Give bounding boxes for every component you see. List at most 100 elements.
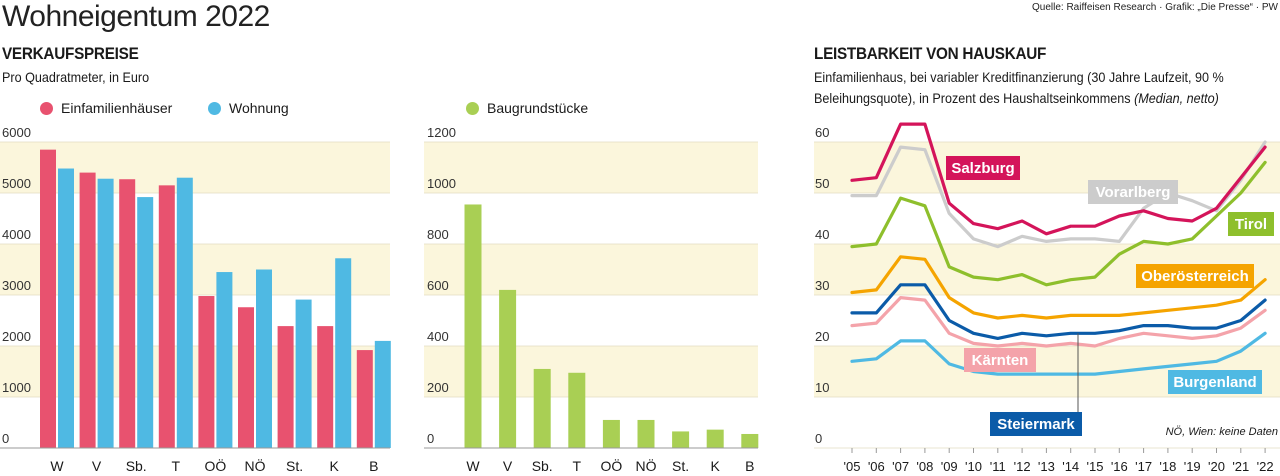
afford-xtick: '10 <box>965 459 982 474</box>
line-salzburg <box>850 122 1267 236</box>
bar-land <box>672 431 690 448</box>
prices-chart-ytick: 5000 <box>2 176 31 191</box>
legend-houses-swatch <box>40 101 53 115</box>
afford-chart-ytick: 0 <box>815 431 822 446</box>
bar-land <box>602 419 620 448</box>
bar-apartments <box>256 269 272 448</box>
bar-houses <box>317 326 334 448</box>
afford-chart-ytick: 50 <box>815 176 829 191</box>
series-label-salzburg: Salzburg <box>946 156 1020 180</box>
bar-land <box>741 433 759 448</box>
afford-xtick: '09 <box>941 459 958 474</box>
bar-land <box>533 368 551 448</box>
legend-land-label: Baugrundstücke <box>487 100 589 116</box>
line-kärnten <box>850 296 1267 348</box>
afford-xtick: '18 <box>1159 459 1176 474</box>
afford-xtick: '13 <box>1038 459 1055 474</box>
afford-xtick: '07 <box>892 459 909 474</box>
bar-apartments <box>137 197 154 448</box>
series-label-text: Burgenland <box>1173 374 1256 391</box>
bar-houses <box>79 172 96 448</box>
series-label-box <box>1228 212 1274 236</box>
afford-xtick: '22 <box>1257 459 1274 474</box>
land-xtick: K <box>711 458 721 474</box>
bar-apartments <box>216 272 233 448</box>
prices-section-title: VERKAUFSPREISE <box>2 44 139 63</box>
land-chart-ytick: 800 <box>427 227 449 242</box>
bar-apartments <box>335 258 352 448</box>
bar-houses <box>356 350 373 448</box>
afford-subtitle-italic: (Median, netto) <box>1134 90 1219 106</box>
series-label-burgenland: Burgenland <box>1168 370 1262 394</box>
bar-land <box>464 204 482 448</box>
legend-houses-label: Einfamilienhäuser <box>61 100 173 116</box>
land-chart-ytick: 600 <box>427 278 449 293</box>
afford-chart-ytick: 10 <box>815 380 829 395</box>
legend-apartments: Wohnung <box>208 100 289 116</box>
series-label-box <box>946 156 1020 180</box>
series-label-box <box>1136 264 1254 288</box>
series-label-steiermark: Steiermark <box>990 412 1082 436</box>
land-chart-ytick: 400 <box>427 329 449 344</box>
land-xtick: V <box>503 458 513 474</box>
bar-land <box>706 429 724 448</box>
afford-xtick: '15 <box>1087 459 1104 474</box>
prices-chart-ytick: 4000 <box>2 227 31 242</box>
afford-section-title: LEISTBARKEIT VON HAUSKAUF <box>814 44 1047 63</box>
bar-houses <box>198 296 215 448</box>
line-oberösterreich <box>850 255 1267 320</box>
legend-land: Baugrundstücke <box>466 100 588 116</box>
series-label-text: Tirol <box>1235 216 1267 233</box>
prices-xtick: K <box>330 458 340 474</box>
bar-houses <box>277 326 294 448</box>
bar-land <box>637 419 655 448</box>
bar-houses <box>119 179 136 449</box>
prices-xtick: T <box>172 458 181 474</box>
afford-chart-ytick: 30 <box>815 278 829 293</box>
land-xtick: NÖ <box>636 457 657 474</box>
afford-chart-ytick: 40 <box>815 227 829 242</box>
series-label-box <box>964 348 1036 372</box>
line-tirol <box>850 160 1267 287</box>
series-label-text: Oberösterreich <box>1141 268 1249 285</box>
bar-apartments <box>295 299 312 448</box>
land-xtick: OÖ <box>601 457 623 474</box>
afford-subtitle-line2: Beleihungsquote), in Prozent des Haushal… <box>814 90 1219 106</box>
prices-xtick: NÖ <box>245 457 266 474</box>
afford-xtick: '17 <box>1135 459 1152 474</box>
bar-apartments <box>97 178 114 448</box>
bar-houses <box>40 149 56 448</box>
afford-chart-ytick: 60 <box>815 125 829 140</box>
afford-subtitle-text: Beleihungsquote), in Prozent des Haushal… <box>814 90 1135 106</box>
series-label-box <box>1168 370 1262 394</box>
afford-xtick: '20 <box>1208 459 1225 474</box>
bar-land <box>499 289 517 448</box>
land-xtick: St. <box>672 458 689 474</box>
series-label-box <box>990 412 1082 436</box>
prices-xtick: W <box>50 458 64 474</box>
afford-xtick: '21 <box>1232 459 1249 474</box>
prices-chart-ytick: 1000 <box>2 380 31 395</box>
series-label-vorarlberg: Vorarlberg <box>1088 180 1178 204</box>
prices-chart-ytick: 3000 <box>2 278 31 293</box>
afford-chart-ytick: 20 <box>815 329 829 344</box>
prices-subtitle: Pro Quadratmeter, in Euro <box>2 69 150 85</box>
source-note: Quelle: Raiffeisen Research · Grafik: „D… <box>1031 2 1278 13</box>
series-label-box <box>1088 180 1178 204</box>
afford-xtick: '12 <box>1014 459 1031 474</box>
afford-xtick: '14 <box>1062 459 1079 474</box>
prices-chart-ytick: 0 <box>2 431 9 446</box>
prices-xtick: Sb. <box>126 458 147 474</box>
bar-apartments <box>58 168 74 448</box>
prices-xtick: OÖ <box>205 457 227 474</box>
legend-land-swatch <box>466 101 479 115</box>
land-xtick: Sb. <box>532 458 553 474</box>
prices-xtick: B <box>369 458 378 474</box>
line-steiermark <box>850 283 1267 340</box>
afford-xtick: '05 <box>844 459 861 474</box>
afford-xtick: '08 <box>916 459 933 474</box>
prices-chart-ytick: 6000 <box>2 125 31 140</box>
series-label-oberösterreich: Oberösterreich <box>1136 264 1254 288</box>
prices-xtick: St. <box>286 458 303 474</box>
